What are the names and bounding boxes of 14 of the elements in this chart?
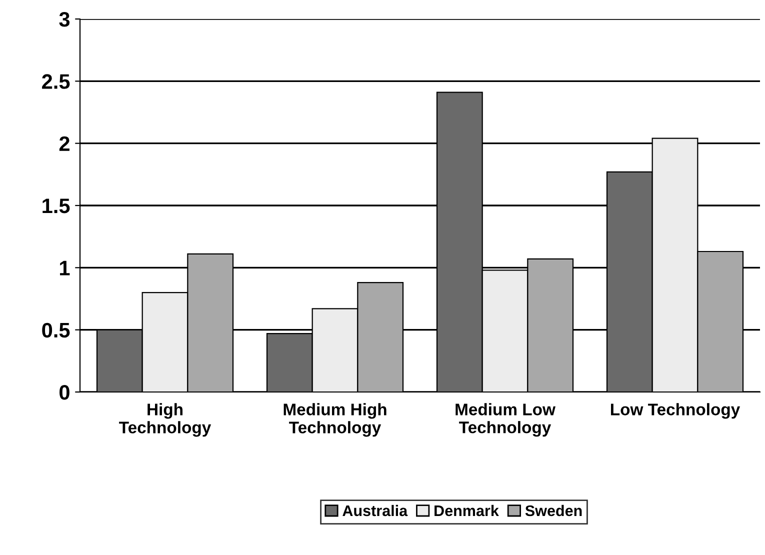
y-tick-label: 2 xyxy=(59,136,70,151)
y-tick-label: 1 xyxy=(60,260,70,276)
y-tick-label: 1.5 xyxy=(42,198,70,214)
legend-label: Australia xyxy=(342,504,408,516)
x-tick-label: Medium High Technology xyxy=(284,403,386,437)
y-tick-label: 3 xyxy=(59,12,70,27)
y-tick-label: 0 xyxy=(60,385,70,400)
y-tick-label: 0.5 xyxy=(42,322,70,338)
x-tick-label: Low Technology xyxy=(610,403,740,419)
legend-label: Denmark xyxy=(434,504,499,516)
y-tick-label: 2.5 xyxy=(42,74,70,89)
x-tick-label: High Technology xyxy=(119,403,212,437)
x-tick-label: Medium Low Technology xyxy=(456,403,556,437)
legend-label: Sweden xyxy=(525,504,582,516)
